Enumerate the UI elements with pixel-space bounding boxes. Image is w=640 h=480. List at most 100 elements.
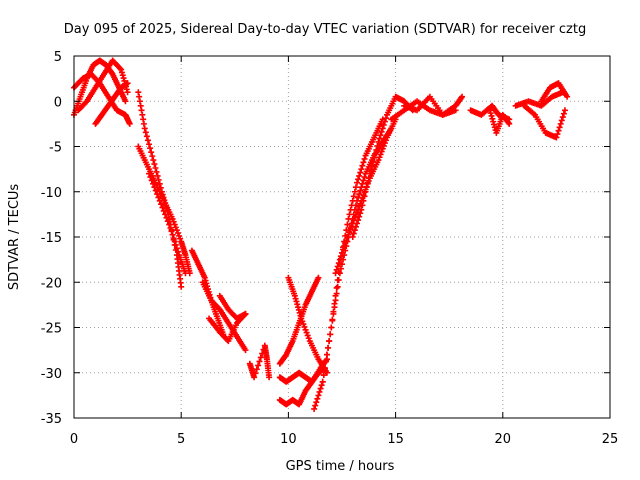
data-point: [488, 112, 495, 119]
data-point: [143, 133, 150, 140]
data-point: [490, 121, 497, 128]
data-point: [150, 180, 157, 187]
data-point: [555, 127, 562, 134]
data-point: [321, 365, 328, 372]
x-tick-label: 25: [602, 432, 619, 447]
data-point: [170, 218, 177, 225]
data-point: [166, 221, 173, 228]
data-point: [151, 184, 158, 191]
data-point: [173, 227, 180, 234]
data-point: [328, 324, 335, 331]
data-point: [376, 135, 383, 142]
data-point: [157, 184, 164, 191]
series-tail-c: [538, 80, 571, 105]
data-point: [487, 110, 494, 117]
data-point: [162, 211, 169, 218]
data-point: [144, 137, 151, 144]
data-point: [257, 354, 264, 361]
data-point: [158, 188, 165, 195]
y-tick-label: -30: [41, 367, 62, 382]
data-point: [334, 276, 341, 283]
data-point: [350, 193, 357, 200]
data-point: [118, 69, 125, 76]
data-point: [148, 177, 155, 184]
data-point: [491, 124, 498, 131]
series-tail-b: [512, 89, 566, 109]
data-point: [561, 107, 568, 114]
data-point: [256, 358, 263, 365]
data-point: [382, 137, 389, 144]
data-point: [333, 284, 340, 291]
data-point: [355, 217, 362, 224]
data-point: [146, 170, 153, 177]
y-tick-label: 5: [54, 50, 62, 65]
data-point: [141, 125, 148, 132]
data-point: [149, 153, 156, 160]
series-late-decline-d: [216, 292, 249, 322]
data-point: [311, 405, 318, 412]
data-point: [153, 168, 160, 175]
data-point: [140, 116, 147, 123]
data-point: [317, 385, 324, 392]
data-point: [361, 155, 368, 162]
data-point: [323, 369, 330, 376]
data-point: [332, 270, 339, 277]
data-point: [355, 176, 362, 183]
data-point: [304, 332, 311, 339]
data-point: [252, 370, 259, 377]
data-point: [380, 122, 387, 129]
data-point: [313, 399, 320, 406]
data-point: [352, 211, 359, 218]
data-point: [152, 187, 159, 194]
data-point: [354, 220, 361, 227]
data-point: [292, 295, 299, 302]
data-point: [356, 172, 363, 179]
data-point: [346, 228, 353, 235]
data-point: [159, 204, 166, 211]
x-tick-label: 10: [280, 432, 297, 447]
y-tick-label: -25: [41, 322, 62, 337]
data-point: [163, 214, 170, 221]
data-point: [360, 177, 367, 184]
data-point: [361, 174, 368, 181]
data-point: [332, 292, 339, 299]
data-point: [154, 191, 161, 198]
data-point: [337, 253, 344, 260]
series-recovery-d: [349, 93, 416, 240]
data-point: [370, 158, 377, 165]
data-point: [146, 141, 153, 148]
data-point: [349, 197, 356, 204]
data-point: [356, 213, 363, 220]
data-point: [160, 207, 167, 214]
data-point: [364, 179, 371, 186]
data-point: [356, 203, 363, 210]
data-point: [255, 362, 262, 369]
data-point: [344, 221, 351, 228]
series-arc-early-c: [75, 57, 131, 114]
data-point: [168, 228, 175, 235]
data-point: [360, 159, 367, 166]
data-point: [559, 114, 566, 121]
data-point: [158, 201, 165, 208]
data-point: [318, 382, 325, 389]
data-point: [118, 66, 125, 73]
data-point: [348, 202, 355, 209]
data-point: [346, 211, 353, 218]
y-tick-label: -35: [41, 412, 62, 427]
data-point: [150, 157, 157, 164]
data-point: [295, 306, 302, 313]
data-point: [357, 169, 364, 176]
x-axis-label: GPS time / hours: [286, 459, 395, 474]
data-point: [117, 65, 124, 72]
data-point: [124, 80, 131, 87]
data-point: [335, 260, 342, 267]
data-point: [351, 214, 358, 221]
data-point: [381, 140, 388, 147]
data-point: [171, 238, 178, 245]
data-point: [351, 227, 358, 234]
data-point: [182, 270, 189, 277]
data-point: [320, 372, 327, 379]
data-point: [379, 145, 386, 152]
data-point: [371, 154, 378, 161]
